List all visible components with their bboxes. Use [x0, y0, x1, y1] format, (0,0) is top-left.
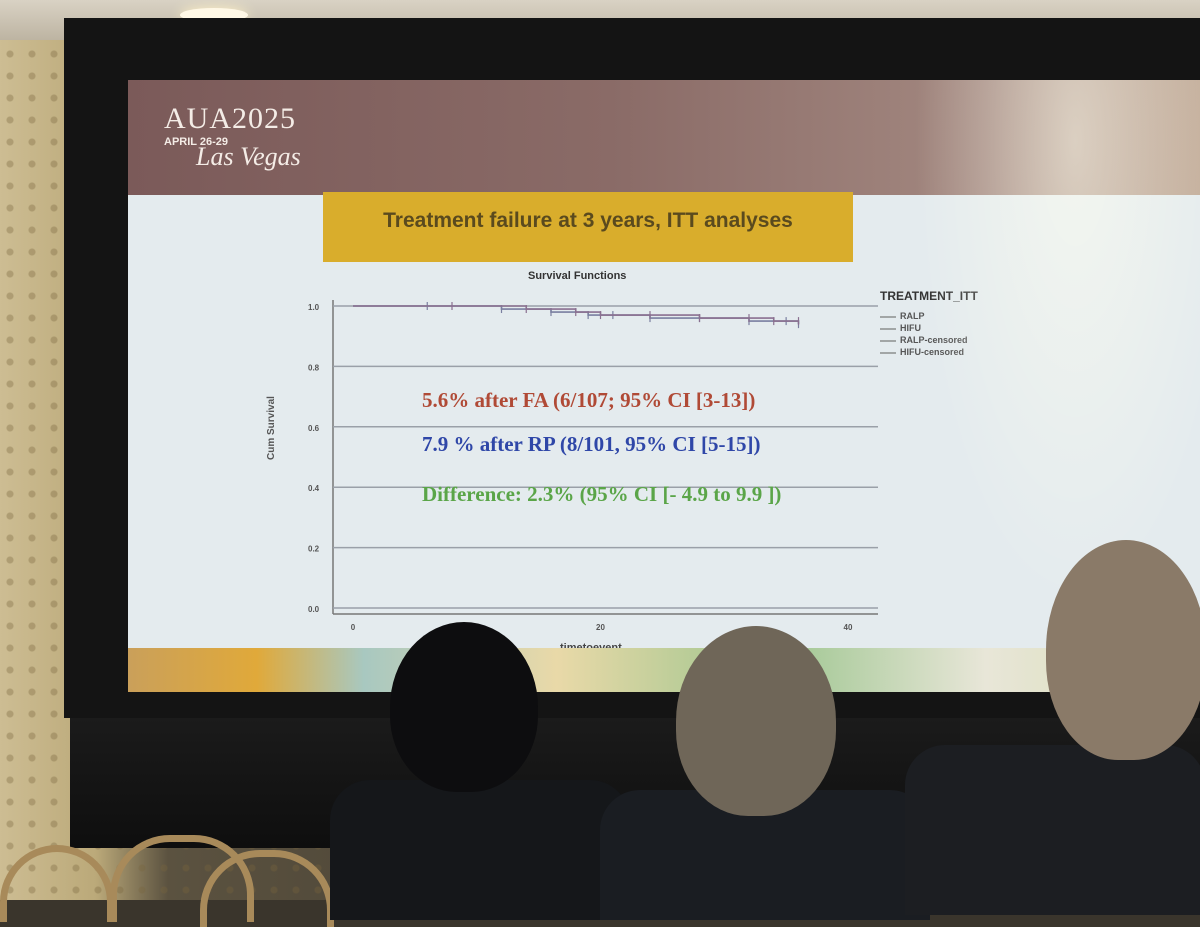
y-tick-label: 1.0	[308, 303, 320, 312]
result-rp: 7.9 % after RP (8/101, 95% CI [5-15])	[422, 432, 761, 456]
y-tick-label: 0.0	[308, 605, 320, 614]
projected-slide: AUA2025 APRIL 26-29 Las Vegas Treatment …	[128, 80, 1200, 692]
chart-ticks: 1.0 0.8 0.6 0.4 0.2 0.0 0 20 40	[308, 303, 853, 632]
chart-title: Survival Functions	[528, 270, 627, 282]
audience-member-head	[390, 622, 538, 792]
result-difference: Difference: 2.3% (95% CI [- 4.9 to 9.9 ]…	[422, 482, 782, 506]
y-tick-label: 0.4	[308, 484, 320, 493]
x-tick-label: 40	[844, 623, 853, 632]
legend-entry-hifu-censored: HIFU-censored	[900, 347, 965, 357]
audience-member-body	[330, 780, 630, 920]
legend-title: TREATMENT_ITT	[880, 289, 978, 303]
y-tick-label: 0.6	[308, 424, 320, 433]
chart-series	[353, 302, 896, 354]
audience-member-head	[1046, 540, 1200, 760]
conference-title: AUA2025	[164, 102, 296, 135]
legend-entry-hifu: HIFU	[900, 323, 921, 333]
conference-city: Las Vegas	[196, 142, 301, 171]
y-tick-label: 0.8	[308, 363, 320, 372]
chart-grid	[332, 300, 878, 615]
x-tick-label: 20	[596, 623, 605, 632]
legend-entry-ralp: RALP	[900, 311, 925, 321]
slide-title: Treatment failure at 3 years, ITT analys…	[323, 192, 853, 262]
slide-footer-decoration	[128, 648, 1200, 692]
legend-entry-ralp-censored: RALP-censored	[900, 335, 968, 345]
audience-member-body	[905, 745, 1200, 915]
conference-dates: APRIL 26-29	[164, 136, 228, 148]
result-fa: 5.6% after FA (6/107; 95% CI [3-13])	[422, 388, 756, 412]
x-tick-label: 0	[351, 623, 356, 632]
audience-member-head	[676, 626, 836, 816]
y-tick-label: 0.2	[308, 545, 320, 554]
survival-chart: 1.0 0.8 0.6 0.4 0.2 0.0 0 20 40	[308, 300, 896, 632]
